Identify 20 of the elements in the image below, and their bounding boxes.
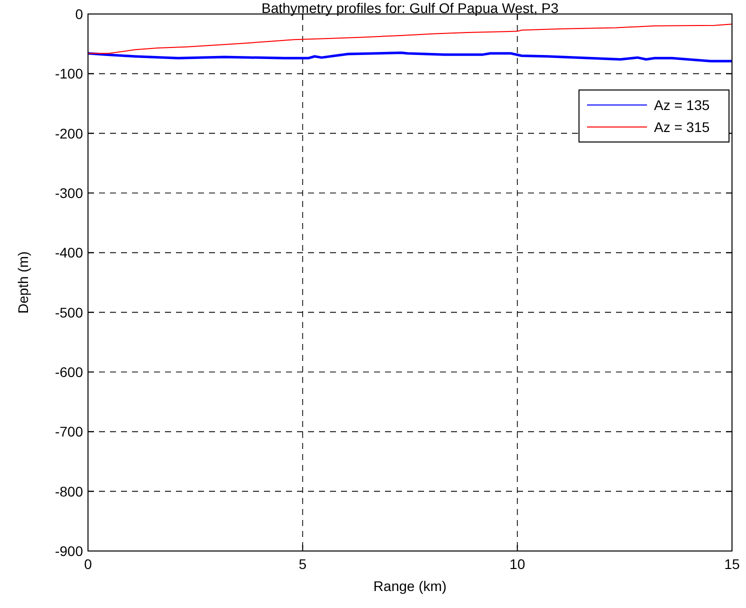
y-tick-label: 0 [75,6,84,22]
line-series [86,52,734,62]
y-tick-label: -300 [54,185,84,201]
x-tick-label: 15 [724,556,740,572]
y-axis-title: Depth (m) [15,251,31,314]
line-series [88,24,732,54]
chart-title: Bathymetry profiles for: Gulf Of Papua West, P3 [262,0,559,16]
y-tick-label: -700 [54,424,84,440]
y-tick-label: -500 [54,304,84,320]
y-tick-label: -800 [54,483,84,500]
y-tick-label: -600 [54,364,84,380]
legend-label: Az = 135 [654,97,710,113]
y-tick-label: -900 [54,543,84,559]
y-tick-label: -400 [54,244,84,261]
y-tick-label: -100 [54,66,84,82]
y-tick-label: -200 [54,125,84,142]
x-axis-title: Range (km) [373,578,447,594]
legend-label: Az = 315 [654,119,710,135]
x-tick-label: 5 [298,556,307,572]
x-tick-label: 10 [510,556,526,572]
